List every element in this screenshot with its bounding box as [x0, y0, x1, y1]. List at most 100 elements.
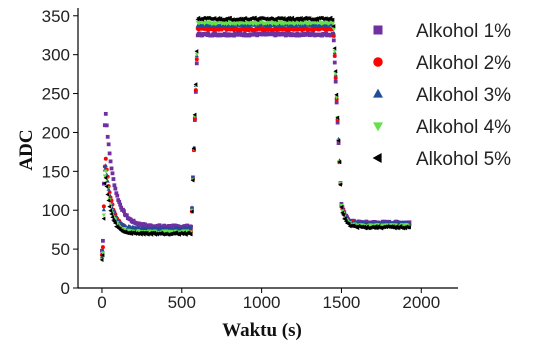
data-point [333, 72, 338, 76]
x-tick-label: 0 [97, 293, 106, 312]
data-point [106, 142, 111, 147]
data-point [335, 120, 340, 125]
data-point [273, 33, 278, 38]
series-1 [100, 31, 412, 253]
data-point [340, 209, 345, 214]
data-point [101, 216, 106, 221]
data-point [110, 171, 115, 176]
legend-label: Alkohol 4% [416, 117, 511, 138]
y-tick-label: 350 [42, 7, 70, 26]
data-point [102, 181, 107, 186]
data-point [332, 60, 337, 65]
data-point [105, 134, 110, 139]
data-point [188, 232, 193, 237]
data-point [189, 205, 195, 210]
data-point [113, 186, 118, 191]
data-point [111, 177, 116, 181]
data-point [190, 178, 195, 183]
data-point [107, 204, 112, 209]
data-point [188, 225, 194, 230]
legend-label: Alkohol 3% [416, 85, 511, 106]
legend-marker [373, 122, 383, 132]
data-point [110, 215, 115, 220]
x-tick-label: 2000 [402, 293, 440, 312]
data-point [102, 123, 107, 128]
data-point [119, 205, 124, 210]
data-point [101, 213, 106, 218]
series-5 [99, 15, 411, 262]
x-tick-label: 500 [168, 293, 196, 312]
data-point [346, 221, 351, 227]
data-point [101, 238, 105, 243]
data-point [338, 182, 343, 187]
data-point [114, 191, 119, 196]
data-point [101, 207, 106, 212]
data-point [331, 30, 336, 35]
data-point [105, 178, 110, 183]
legend-marker [373, 88, 383, 98]
data-point [108, 208, 113, 213]
data-point [193, 82, 198, 87]
data-point [109, 211, 114, 217]
data-point [103, 111, 108, 116]
data-point [100, 245, 105, 250]
y-tick-label: 0 [61, 279, 70, 298]
data-point [194, 49, 199, 54]
y-ticks: 0 50 100 150 200 250 300 350 [42, 7, 78, 298]
data-point [117, 200, 122, 204]
axes [77, 8, 458, 289]
data-point [339, 205, 343, 210]
legend-item-5: Alkohol 5% [372, 149, 511, 170]
plot-area [99, 15, 412, 262]
legend-item-3: Alkohol 3% [373, 85, 511, 106]
legend-label: Alkohol 5% [416, 149, 511, 170]
data-point [105, 192, 110, 197]
data-point [332, 46, 337, 51]
legend-item-1: Alkohol 1% [373, 21, 511, 42]
data-point [194, 57, 199, 62]
data-point [339, 203, 344, 208]
data-point [341, 212, 345, 217]
data-point [336, 138, 341, 143]
x-tick-label: 1500 [323, 293, 361, 312]
data-point [99, 257, 104, 262]
data-point [122, 209, 126, 214]
data-point [333, 69, 338, 74]
data-point [192, 116, 197, 121]
data-point [102, 174, 107, 179]
data-point [106, 186, 111, 191]
data-point [331, 27, 336, 32]
data-point [103, 175, 108, 180]
data-point [331, 33, 336, 38]
data-point [330, 17, 335, 22]
data-point [334, 92, 339, 97]
y-tick-label: 150 [42, 162, 70, 181]
legend-label: Alkohol 2% [416, 53, 511, 74]
data-point [333, 79, 338, 84]
data-point [294, 33, 299, 38]
data-point [332, 53, 337, 58]
data-point [103, 169, 108, 174]
data-point [337, 159, 342, 164]
data-point [328, 15, 333, 20]
data-point [107, 151, 112, 156]
data-point [100, 248, 105, 253]
data-point [331, 38, 336, 43]
data-point [112, 183, 117, 188]
data-point [122, 227, 128, 231]
data-point [106, 198, 111, 203]
data-point [336, 141, 341, 145]
data-point [333, 76, 338, 81]
data-point [190, 175, 196, 180]
y-tick-label: 300 [42, 46, 70, 65]
data-point [193, 88, 198, 93]
data-point [101, 204, 106, 209]
data-point [335, 115, 340, 120]
data-point [331, 24, 336, 29]
x-tick-label: 1000 [243, 293, 281, 312]
data-point [99, 254, 105, 259]
legend-marker [373, 57, 383, 67]
data-point [118, 202, 123, 207]
y-tick-label: 250 [42, 85, 70, 104]
